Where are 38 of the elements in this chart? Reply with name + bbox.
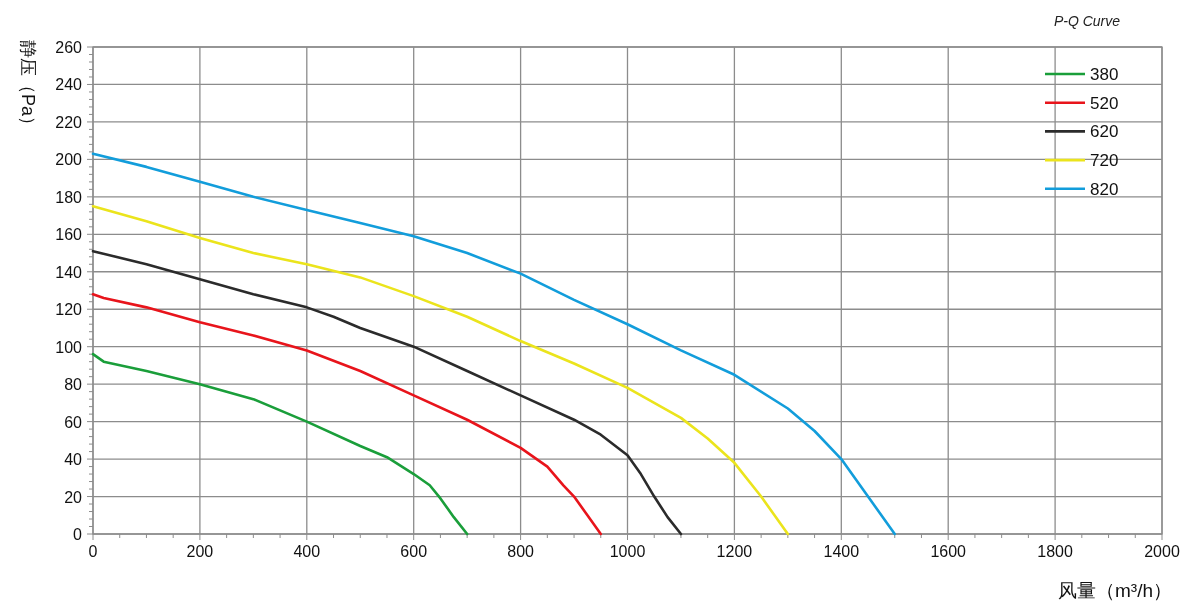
line-series	[91, 249, 683, 536]
y-tick-label: 20	[64, 488, 83, 506]
y-tick-label: 220	[55, 113, 83, 131]
legend-label: 380	[1090, 65, 1119, 84]
y-tick-label: 40	[64, 451, 83, 469]
y-tick-label: 240	[55, 76, 83, 94]
x-tick-label: 1800	[1037, 543, 1073, 560]
x-tick-label: 2000	[1144, 543, 1180, 560]
x-tick-label: 1200	[716, 543, 753, 560]
y-tick-label: 180	[55, 188, 83, 206]
y-tick-label: 80	[64, 376, 83, 394]
line-series	[91, 292, 603, 536]
x-tick-label: 600	[400, 543, 428, 560]
x-tick-label: 1600	[930, 543, 967, 560]
chart-title: P-Q Curve	[1053, 13, 1121, 29]
y-tick-label: 60	[64, 413, 83, 431]
x-tick-label: 0	[88, 543, 98, 560]
legend-label: 820	[1090, 179, 1119, 199]
x-tick-label: 200	[186, 543, 214, 560]
x-tick-label: 1400	[823, 543, 860, 560]
y-tick-label: 140	[55, 263, 83, 281]
y-tick-label: 0	[73, 526, 83, 543]
legend-label: 520	[1090, 93, 1119, 113]
x-axis-title: 风量（m³/h）	[1058, 580, 1172, 601]
legend-label: 620	[1090, 122, 1119, 142]
line-series	[91, 352, 469, 536]
y-tick-label: 120	[55, 301, 83, 319]
y-tick-label: 260	[55, 39, 83, 56]
y-tick-label: 160	[55, 226, 83, 244]
y-tick-label: 100	[55, 338, 83, 356]
x-tick-label: 400	[293, 543, 321, 560]
legend-label: 720	[1090, 151, 1119, 171]
x-tick-label: 800	[507, 543, 535, 560]
y-tick-label: 200	[55, 151, 83, 169]
line-series	[91, 152, 897, 536]
y-axis-title: 静压（Pa）	[18, 40, 38, 135]
x-tick-label: 1000	[609, 543, 646, 560]
line-series	[91, 204, 790, 536]
